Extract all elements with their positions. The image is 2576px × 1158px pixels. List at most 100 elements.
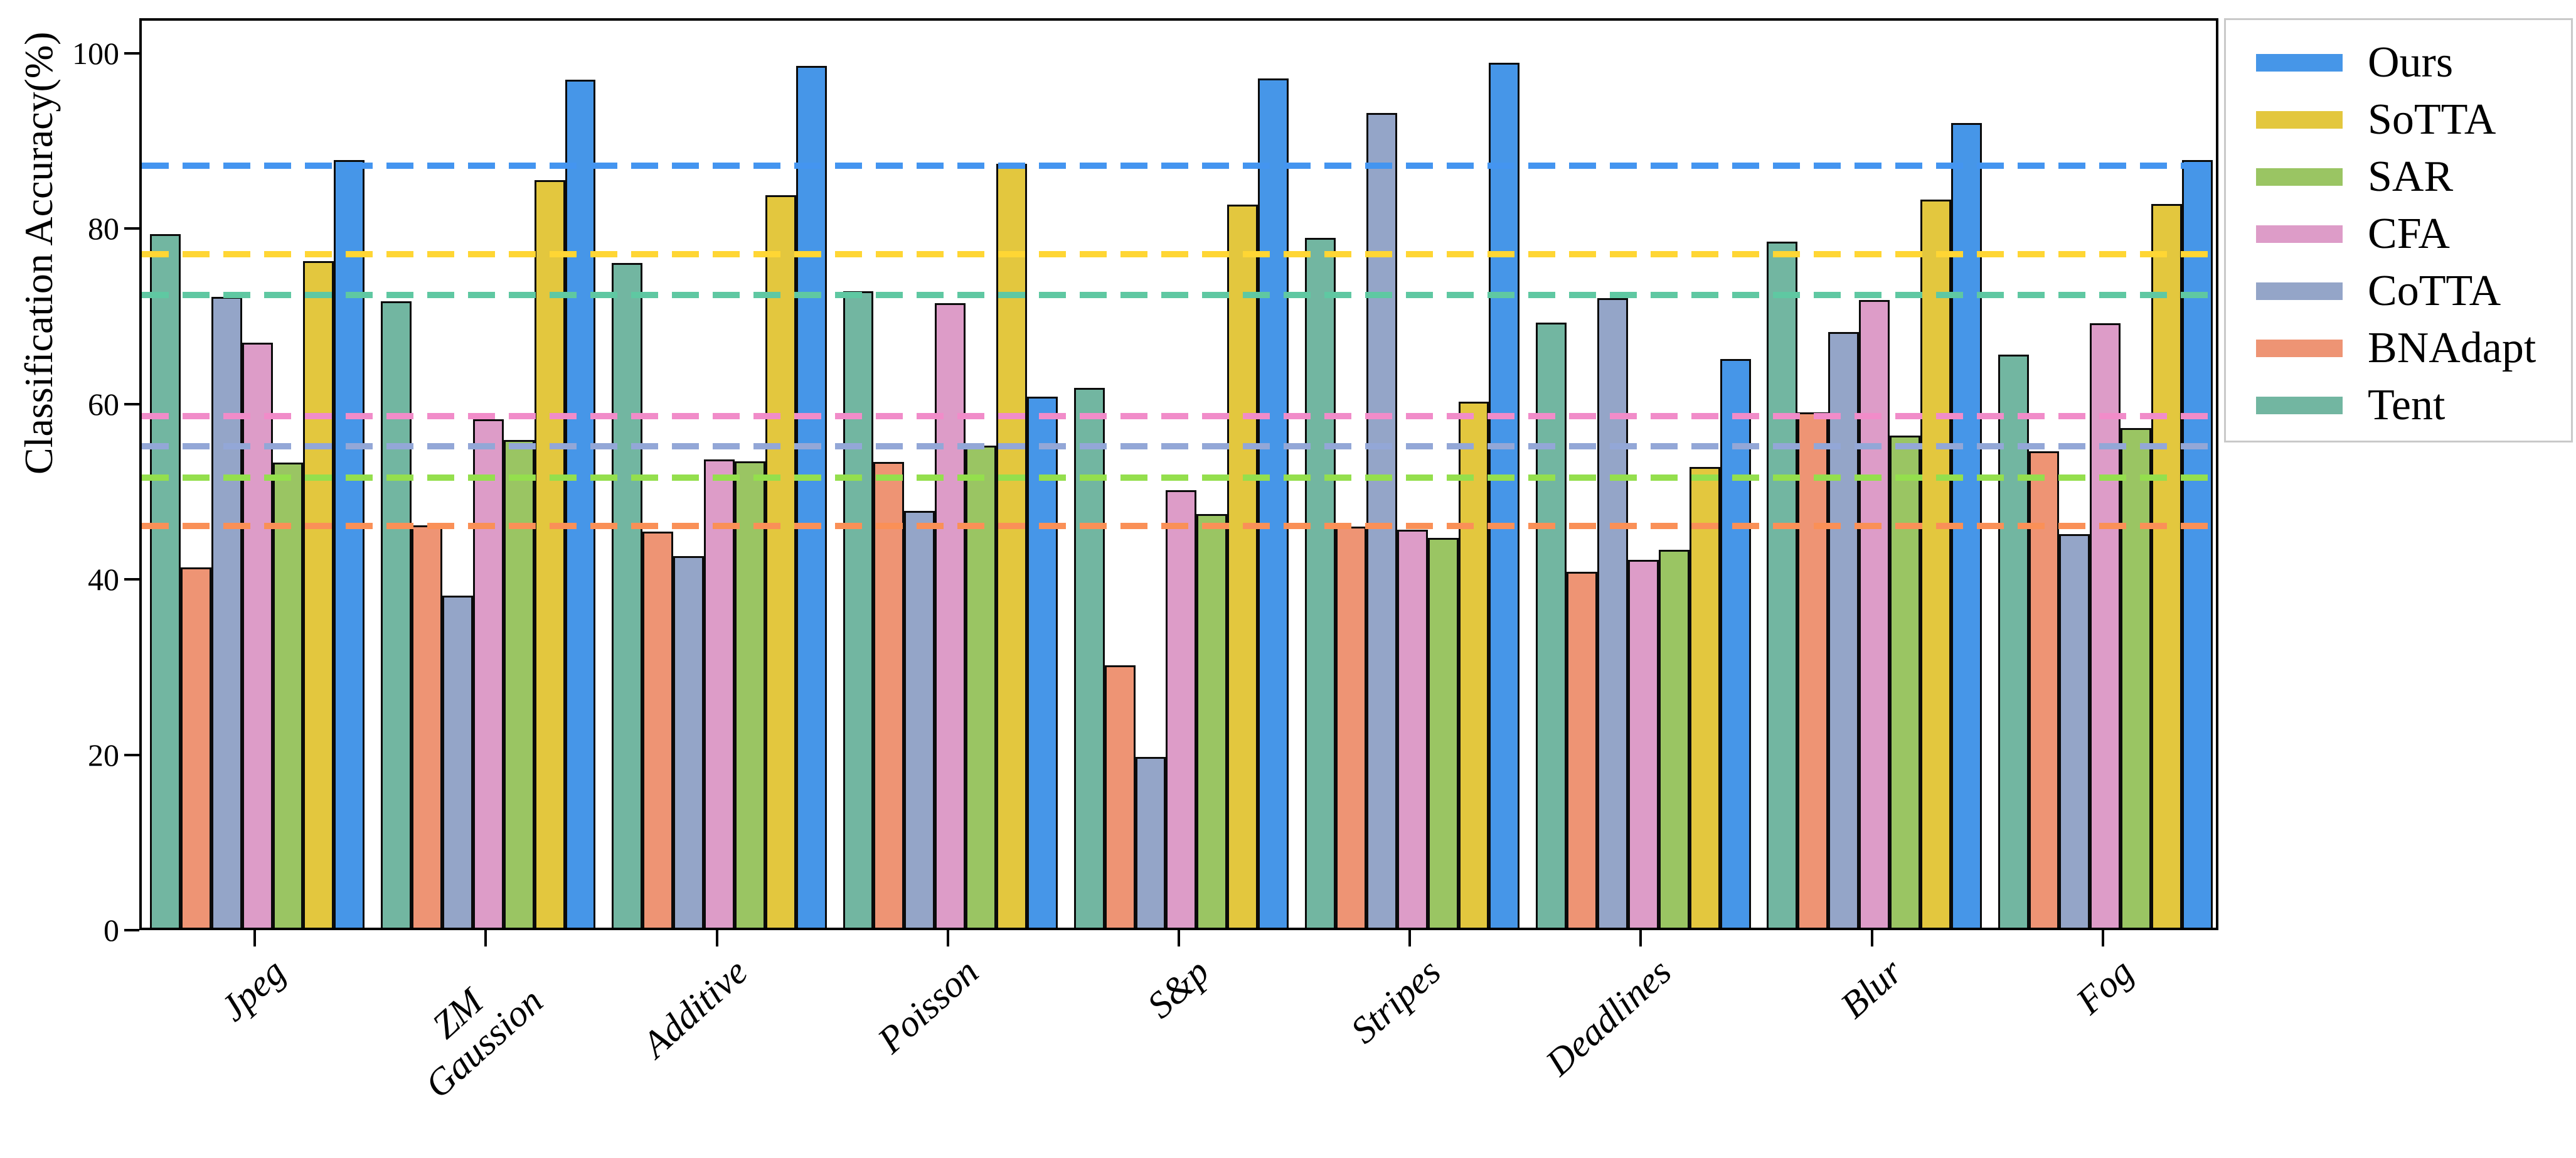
bar-group-4: [843, 21, 1058, 928]
y-tick-mark: [124, 227, 139, 230]
legend-label: BNAdapt: [2368, 324, 2536, 372]
legend-swatch-bnadapt: [2256, 339, 2343, 357]
bar-cotta: [904, 510, 935, 928]
bar-sotta: [1227, 205, 1259, 928]
bar-sotta: [1689, 467, 1720, 928]
x-tick-mark: [484, 930, 487, 946]
bar-tent: [843, 291, 874, 928]
x-tick-label: Deadlines: [1538, 950, 1679, 1084]
bar-ours: [2182, 160, 2213, 928]
bar-bnadapt: [1104, 665, 1136, 928]
legend-swatch-sar: [2256, 168, 2343, 186]
y-tick-mark: [124, 753, 139, 756]
bar-sotta: [996, 163, 1027, 928]
bar-ours: [796, 66, 827, 928]
x-tick-mark: [253, 930, 257, 946]
legend-label: Tent: [2368, 381, 2446, 429]
bar-tent: [1304, 237, 1336, 928]
x-tick-label: Additive: [634, 950, 755, 1066]
x-tick-mark: [2101, 930, 2104, 946]
legend-item-sotta: SoTTA: [2226, 91, 2571, 148]
bar-tent: [612, 263, 643, 928]
bar-bnadapt: [1335, 526, 1366, 928]
bar-bnadapt: [642, 532, 674, 928]
bar-tent: [381, 301, 412, 928]
bar-sotta: [1920, 199, 1951, 928]
bar-cotta: [2059, 534, 2090, 928]
y-tick-mark: [124, 929, 139, 931]
x-tick-label: Jpeg: [212, 950, 293, 1029]
bar-sar: [272, 463, 304, 928]
mean-line-cfa: [142, 413, 2216, 420]
bar-cotta: [673, 556, 705, 928]
x-tick-label: S&p: [1139, 950, 1217, 1026]
y-tick-mark: [124, 402, 139, 405]
legend-label: CoTTA: [2368, 267, 2501, 315]
x-tick-mark: [1870, 930, 1873, 946]
x-tick-label: Poisson: [870, 950, 986, 1061]
bar-ours: [1720, 359, 1751, 928]
y-tick-label: 80: [88, 211, 119, 247]
y-tick-label: 60: [88, 386, 119, 422]
bar-ours: [565, 80, 596, 928]
bar-cotta: [1828, 332, 1860, 928]
x-tick-mark: [946, 930, 949, 946]
x-tick-label: Fog: [2068, 950, 2141, 1022]
x-tick-label: Stripes: [1343, 950, 1449, 1052]
bar-cotta: [1366, 113, 1397, 928]
legend-swatch-cotta: [2256, 282, 2343, 300]
legend-label: SAR: [2368, 153, 2454, 201]
bar-sar: [1427, 537, 1459, 928]
legend-label: Ours: [2368, 38, 2454, 87]
bar-bnadapt: [2028, 451, 2060, 928]
x-tick-mark: [1178, 930, 1180, 946]
bar-cfa: [1397, 530, 1428, 928]
bar-cfa: [472, 419, 504, 928]
legend-item-tent: Tent: [2226, 377, 2571, 434]
legend-item-cfa: CFA: [2226, 205, 2571, 262]
bar-cotta: [1135, 756, 1166, 928]
plot-area: [139, 18, 2218, 930]
bar-tent: [1767, 241, 1798, 928]
y-tick-label: 20: [88, 737, 119, 773]
bar-tent: [1536, 322, 1567, 928]
legend: Ours SoTTA SAR CFA CoTTA BNAdapt Tent: [2224, 18, 2573, 442]
bar-cfa: [1166, 490, 1197, 928]
bar-tent: [1073, 387, 1105, 928]
bar-sotta: [1458, 402, 1489, 928]
mean-line-sotta: [142, 250, 2216, 257]
legend-item-bnadapt: BNAdapt: [2226, 319, 2571, 377]
legend-item-ours: Ours: [2226, 34, 2571, 91]
legend-swatch-ours: [2256, 53, 2343, 72]
y-tick-mark: [124, 51, 139, 55]
bar-sar: [503, 440, 535, 928]
bar-cotta: [1597, 298, 1628, 928]
bar-group-7: [1536, 21, 1751, 928]
legend-item-cotta: CoTTA: [2226, 262, 2571, 319]
y-tick-label: 0: [104, 913, 119, 948]
bar-bnadapt: [873, 462, 905, 928]
bar-cfa: [1859, 299, 1890, 928]
bar-ours: [1026, 396, 1058, 928]
bar-sar: [1890, 436, 1920, 928]
bar-tent: [1998, 355, 2029, 928]
bar-sotta: [303, 261, 334, 928]
x-tick-mark: [1408, 930, 1412, 946]
bar-cotta: [211, 297, 242, 928]
bar-ours: [334, 160, 365, 928]
bar-ours: [1258, 78, 1289, 928]
bar-bnadapt: [1567, 572, 1598, 928]
mean-line-sar: [142, 474, 2216, 481]
bar-cfa: [242, 342, 273, 928]
legend-swatch-cfa: [2256, 225, 2343, 243]
legend-label: CFA: [2368, 210, 2450, 258]
bar-ours: [1489, 62, 1520, 928]
bar-cfa: [704, 459, 735, 928]
bar-sar: [2121, 427, 2152, 928]
bar-sotta: [765, 195, 796, 928]
legend-item-sar: SAR: [2226, 148, 2571, 205]
bar-group-6: [1304, 21, 1520, 928]
y-tick-label: 100: [72, 35, 119, 71]
x-tick-mark: [1639, 930, 1642, 946]
